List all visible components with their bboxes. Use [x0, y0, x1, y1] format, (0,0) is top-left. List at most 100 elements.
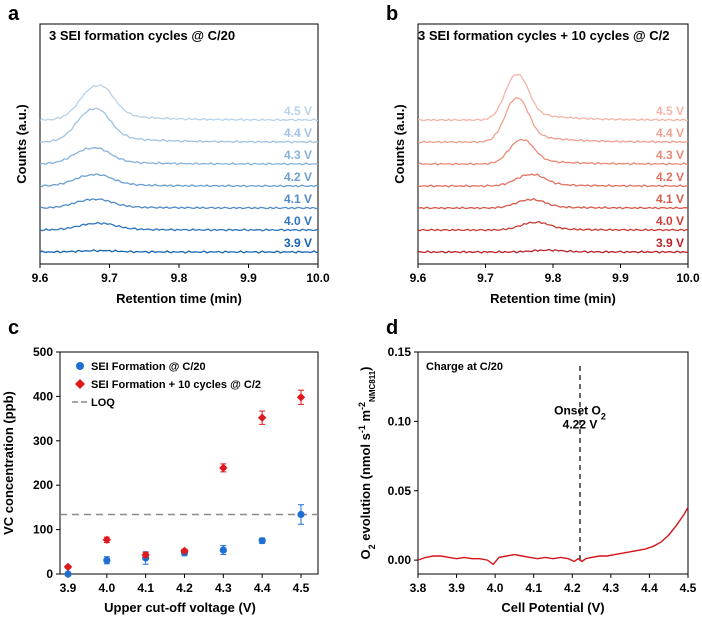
legend-label-loq: LOQ — [91, 397, 115, 409]
panel-letter-b: b — [386, 3, 398, 25]
trace-4-5-v — [417, 73, 689, 122]
legend-circle-marker — [76, 362, 84, 370]
trace-4-3-v — [39, 147, 319, 166]
trace-label: 4.2 V — [284, 170, 312, 184]
y-tick-label: 400 — [33, 389, 53, 403]
x-tick-label: 4.1 — [525, 581, 542, 595]
x-tick-label: 4.1 — [137, 581, 154, 595]
panel-a-traces: 4.5 V 4.4 V 4.3 V 4.2 V 4.1 V 4.0 V 3.9 V — [39, 83, 319, 254]
trace-4-2-v — [417, 173, 689, 188]
data-point-c2 — [180, 546, 189, 556]
trace-label: 4.0 V — [284, 214, 312, 228]
panel-b-frame — [417, 23, 689, 265]
panel-b-ylabel: Counts (a.u.) — [392, 104, 407, 183]
panel-letter-a: a — [8, 3, 20, 25]
trace-3-9-v — [418, 248, 689, 254]
data-point-c2 — [257, 413, 267, 422]
x-tick-label: 10.0 — [676, 271, 700, 285]
y-tick-label: 500 — [33, 345, 53, 359]
x-tick-label: 9.7 — [477, 271, 494, 285]
panel-letter-d: d — [386, 317, 398, 339]
y-tick-label: 100 — [33, 523, 53, 537]
x-tick-label: 9.9 — [612, 271, 629, 285]
panel-a-xticks: 9.6 9.7 9.8 9.9 10.0 — [32, 264, 330, 285]
o2-evolution-curve — [417, 507, 689, 566]
x-tick-label: 9.8 — [171, 271, 188, 285]
data-point-c20 — [219, 546, 227, 554]
x-tick-label: 3.9 — [60, 581, 77, 595]
data-point-c2 — [141, 550, 150, 560]
panel-letter-c: c — [8, 317, 19, 339]
panel-c-ylabel: VC concentration (ppb) — [1, 391, 16, 535]
x-tick-label: 4.0 — [98, 581, 115, 595]
x-tick-label: 9.6 — [32, 271, 49, 285]
legend-label-c2: SEI Formation + 10 cycles @ C/2 — [91, 379, 261, 391]
x-tick-label: 4.4 — [254, 581, 271, 595]
legend-diamond-marker — [75, 379, 85, 389]
panel-b-xlabel: Retention time (min) — [490, 291, 616, 306]
onset-label-sub: 2 — [601, 411, 606, 421]
trace-label: 4.1 V — [284, 192, 312, 206]
panel-d-ylabel: O2 evolution (nmol s-1 m-2NMC811) — [357, 366, 377, 559]
panel-d-xlabel: Cell Potential (V) — [501, 600, 604, 615]
trace-label: 4.1 V — [656, 192, 684, 206]
x-tick-label: 4.0 — [487, 581, 504, 595]
panel-c-points — [63, 389, 306, 578]
x-tick-label: 9.8 — [545, 271, 562, 285]
panel-b-title: 3 SEI formation cycles + 10 cycles @ C/2 — [418, 28, 670, 43]
data-point-c20 — [103, 556, 111, 564]
panel-a-title: 3 SEI formation cycles @ C/20 — [49, 28, 235, 43]
panel-a-ylabel: Counts (a.u.) — [14, 104, 29, 183]
data-point-c2 — [296, 393, 306, 402]
x-tick-label: 4.3 — [603, 581, 620, 595]
y-tick-label: 200 — [33, 478, 53, 492]
trace-label: 4.5 V — [284, 104, 312, 118]
panel-c-ticks: 0 100 200 300 400 500 3.9 4.0 4.1 4.2 4.3 4.4 4.5 — [33, 345, 310, 595]
y-tick-label: 0.10 — [388, 414, 412, 428]
x-tick-label: 9.6 — [410, 271, 427, 285]
data-point-c2 — [219, 463, 228, 473]
panel-d-frame — [417, 351, 689, 575]
trace-4-4-v — [39, 107, 319, 144]
panel-a-xlabel: Retention time (min) — [116, 291, 242, 306]
trace-label: 4.2 V — [656, 170, 684, 184]
panel-a-frame — [39, 23, 319, 265]
trace-label: 3.9 V — [656, 236, 684, 250]
x-tick-label: 9.7 — [101, 271, 118, 285]
y-tick-label: 0.05 — [388, 484, 412, 498]
trace-label: 4.0 V — [656, 214, 684, 228]
panel-d-annotation: Charge at C/20 — [426, 361, 503, 373]
trace-label: 4.3 V — [284, 148, 312, 162]
trace-4-1-v — [417, 197, 689, 210]
onset-value: 4.22 V — [563, 417, 598, 431]
trace-4-4-v — [417, 96, 689, 144]
panel-b-traces: 4.5 V 4.4 V 4.3 V 4.2 V 4.1 V 4.0 V 3.9 V — [417, 73, 689, 254]
data-point-c20 — [64, 570, 72, 578]
trace-label: 4.3 V — [656, 148, 684, 162]
x-tick-label: 4.4 — [641, 581, 658, 595]
trace-label: 4.4 V — [656, 126, 684, 140]
panel-d-ticks: 0.00 0.05 0.10 0.15 3.8 3.9 4.0 4.1 4.2 4.3 4.4 4.5 — [388, 345, 697, 595]
x-tick-label: 3.8 — [410, 581, 427, 595]
y-tick-label: 0.15 — [388, 345, 412, 359]
trace-4-2-v — [39, 173, 319, 188]
x-tick-label: 4.3 — [215, 581, 232, 595]
panel-b-chromatogram: 3 SEI formation cycles + 10 cycles @ C/2… — [392, 23, 700, 306]
x-tick-label: 4.5 — [293, 581, 310, 595]
data-point-c2 — [63, 562, 73, 572]
y-tick-label: 0 — [46, 567, 53, 581]
trace-4-1-v — [39, 198, 319, 210]
panel-c-legend: SEI Formation @ C/20 SEI Formation + 10 … — [72, 361, 261, 409]
data-point-c2 — [102, 535, 112, 545]
x-tick-label: 4.2 — [176, 581, 193, 595]
onset-label-text: Onset O — [554, 403, 601, 417]
legend-label-c20: SEI Formation @ C/20 — [91, 361, 206, 373]
x-tick-label: 10.0 — [306, 271, 330, 285]
panel-d-line: Charge at C/20 Onset O2 4.22 V 0.000.050… — [357, 345, 697, 615]
panel-a-chromatogram: 3 SEI formation cycles @ C/20 4.5 V 4.4 V… — [14, 23, 330, 306]
panel-c-frame — [59, 351, 319, 575]
trace-label: 4.5 V — [656, 104, 684, 118]
x-tick-label: 4.5 — [680, 581, 697, 595]
data-point-c20 — [297, 510, 305, 519]
